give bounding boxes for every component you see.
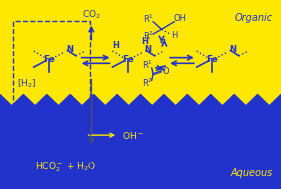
Text: Organic: Organic <box>234 13 273 23</box>
Text: Fe: Fe <box>43 55 55 64</box>
Text: R$^2$: R$^2$ <box>143 30 155 42</box>
Bar <box>13 21 90 176</box>
Text: R$^1$: R$^1$ <box>142 59 153 71</box>
Text: N: N <box>229 45 236 54</box>
Text: R$^1$: R$^1$ <box>143 13 155 25</box>
Text: N: N <box>66 45 73 54</box>
Text: O: O <box>162 67 169 76</box>
Text: Fe: Fe <box>206 55 218 64</box>
Text: N: N <box>145 45 151 54</box>
Text: H: H <box>141 37 148 46</box>
Text: Fe: Fe <box>122 55 134 64</box>
Text: [H$_2$]: [H$_2$] <box>17 78 36 90</box>
Polygon shape <box>0 94 281 189</box>
Text: H: H <box>112 41 119 50</box>
Text: H: H <box>171 31 177 40</box>
Text: Aqueous: Aqueous <box>230 168 273 178</box>
Text: HCO$_2^-$ + H$_2$O: HCO$_2^-$ + H$_2$O <box>35 160 97 174</box>
Text: R$^2$: R$^2$ <box>142 77 153 89</box>
Text: CO$_2$: CO$_2$ <box>82 9 101 21</box>
Text: OH: OH <box>173 14 186 23</box>
Text: OH$^-$: OH$^-$ <box>122 130 144 141</box>
